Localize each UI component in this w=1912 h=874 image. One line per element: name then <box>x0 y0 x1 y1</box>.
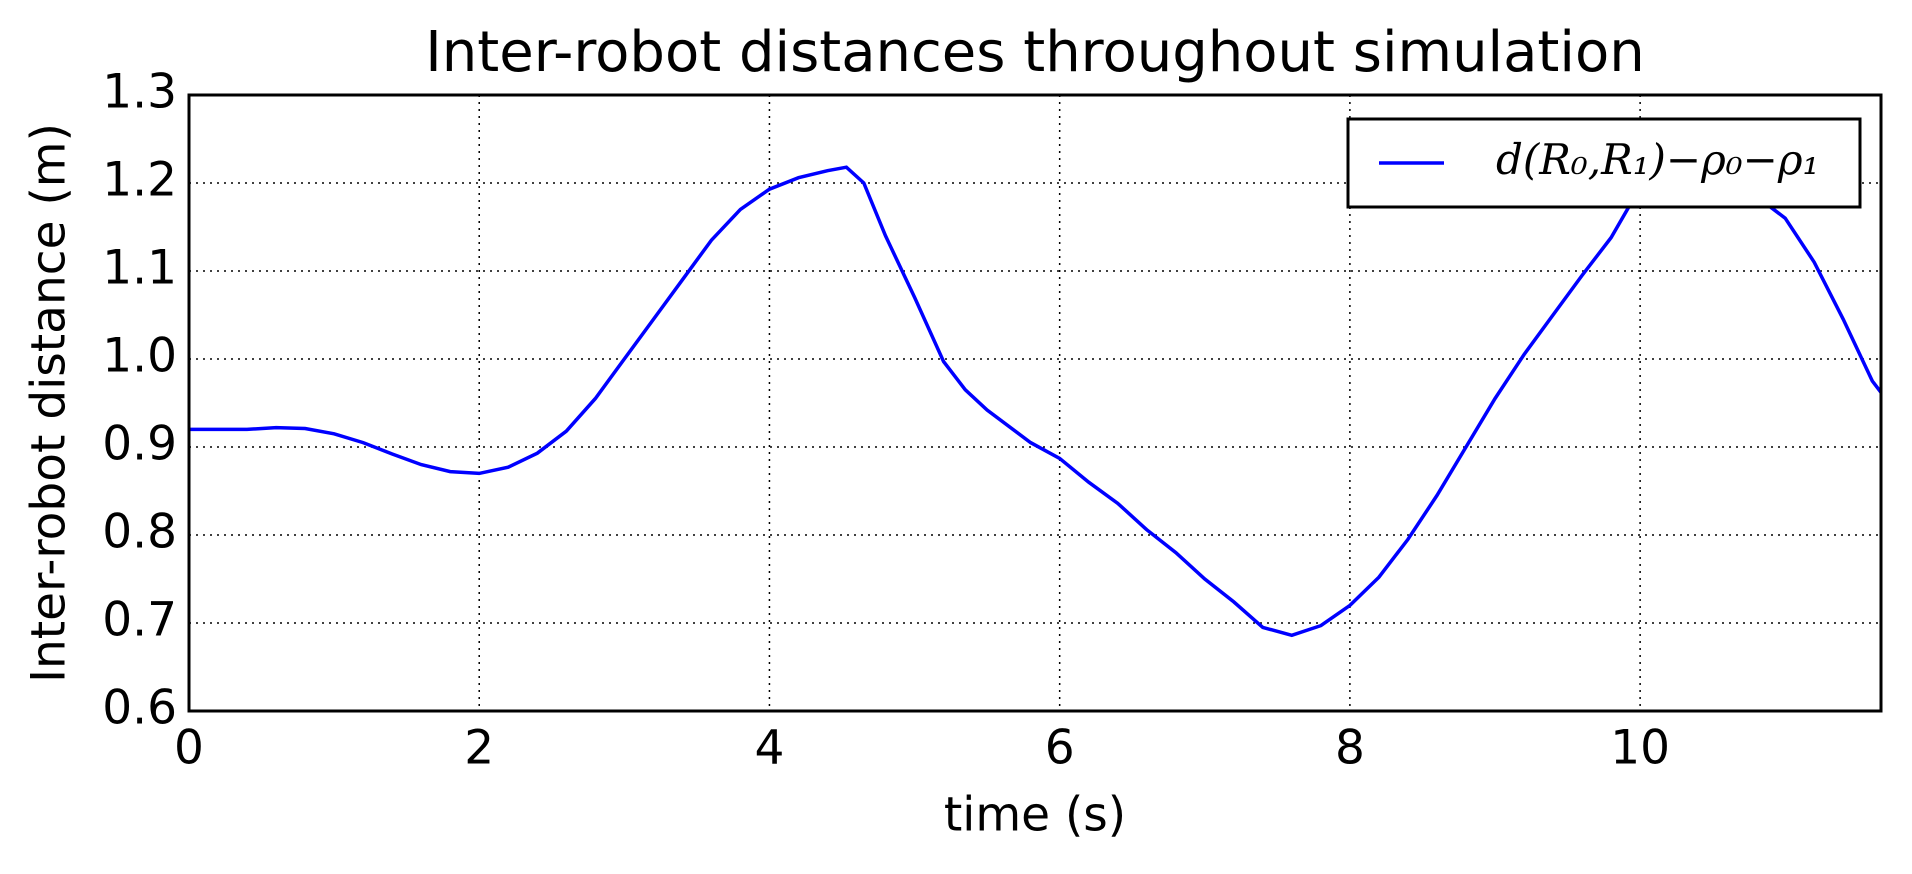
legend-label: d(R₀,R₁)−ρ₀−ρ₁ <box>1496 135 1819 184</box>
x-tick-label: 8 <box>1335 721 1365 776</box>
x-axis-label: time (s) <box>944 788 1126 843</box>
x-tick-label: 6 <box>1045 721 1075 776</box>
y-tick-label: 1.0 <box>102 329 177 384</box>
x-tick-label: 10 <box>1610 721 1670 776</box>
x-tick-label: 0 <box>174 721 204 776</box>
x-tick-label: 4 <box>754 721 784 776</box>
y-tick-label: 0.6 <box>102 681 177 736</box>
chart-title: Inter-robot distances throughout simulat… <box>425 20 1644 85</box>
y-tick-label: 0.9 <box>102 417 177 472</box>
y-tick-label: 0.8 <box>102 505 177 560</box>
x-tick-label: 2 <box>464 721 494 776</box>
y-tick-label: 1.3 <box>102 65 177 120</box>
data-line <box>189 163 1881 638</box>
y-tick-label: 1.2 <box>102 153 177 208</box>
plot-frame <box>187 93 1883 713</box>
y-tick-label: 1.1 <box>102 241 177 296</box>
y-axis-label: Inter-robot distance (m) <box>22 123 77 683</box>
y-tick-label: 0.7 <box>102 593 177 648</box>
